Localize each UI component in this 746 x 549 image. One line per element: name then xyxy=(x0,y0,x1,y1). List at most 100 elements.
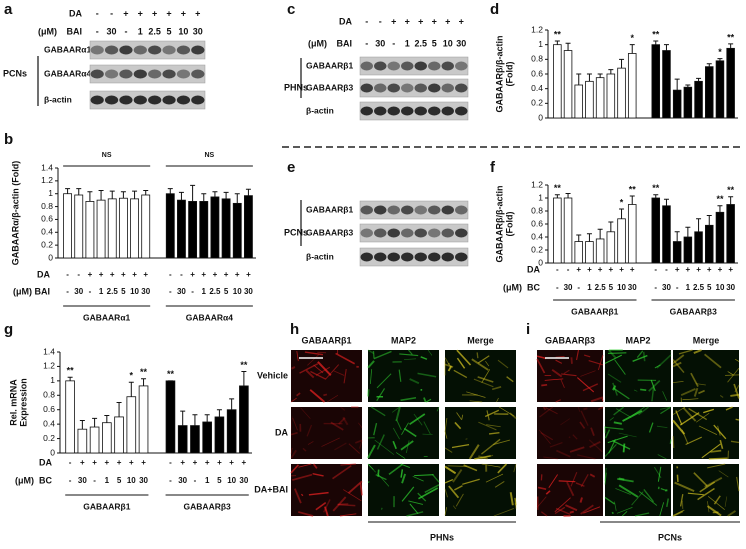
neurite xyxy=(607,435,628,444)
condition-value: + xyxy=(88,270,93,279)
bar xyxy=(165,380,176,454)
blot-band xyxy=(119,95,133,105)
error-bar xyxy=(674,78,680,91)
bar xyxy=(232,202,242,259)
blot-band xyxy=(374,205,387,215)
condition-value: 2.5 xyxy=(148,26,161,36)
blot-band xyxy=(104,95,119,105)
neurite xyxy=(590,427,595,437)
blot-strip xyxy=(89,90,206,110)
neurite xyxy=(693,387,699,397)
neurite xyxy=(660,488,666,491)
error-bar xyxy=(212,191,218,197)
neurite xyxy=(608,352,627,354)
neurite xyxy=(491,386,502,391)
significance: ** xyxy=(554,183,562,193)
neurite xyxy=(417,372,437,378)
bar xyxy=(188,201,198,259)
neurite xyxy=(392,440,397,450)
error-bar xyxy=(565,192,571,198)
bar xyxy=(130,198,139,259)
blot-band xyxy=(414,106,427,116)
neurite xyxy=(666,498,669,508)
neurite xyxy=(372,350,375,359)
neurite xyxy=(660,406,671,410)
condition-value: + xyxy=(445,16,450,26)
y-tick-label: 1.4 xyxy=(41,162,53,172)
y-axis-label: GABAARα/β-actin (Fold) xyxy=(10,161,20,266)
condition-value: - xyxy=(96,26,99,36)
condition-value: + xyxy=(675,265,680,274)
neurite xyxy=(604,472,607,485)
significance: * xyxy=(718,47,722,57)
blot-band xyxy=(401,83,414,93)
y-tick-label: 0.8 xyxy=(43,390,55,400)
bar xyxy=(617,218,626,264)
neurite xyxy=(452,505,457,510)
blot-band xyxy=(162,69,176,79)
neurite xyxy=(713,424,727,440)
micrograph xyxy=(445,350,516,402)
neurite xyxy=(306,424,313,437)
neurite xyxy=(638,490,658,506)
bar xyxy=(627,204,637,264)
neurite xyxy=(310,370,327,380)
neurite xyxy=(613,406,625,416)
y-tick-label: 0.4 xyxy=(43,418,55,428)
neurite xyxy=(302,447,307,452)
neurite xyxy=(476,352,479,359)
condition-value: + xyxy=(141,458,146,467)
neurite xyxy=(359,440,363,449)
condition-value: 2.5 xyxy=(209,287,221,296)
condition-value: 1 xyxy=(686,283,691,292)
error-bar xyxy=(178,191,184,201)
neurite xyxy=(444,363,454,368)
condition-value: + xyxy=(193,458,198,467)
neurite xyxy=(444,479,454,484)
blot-band xyxy=(148,69,162,79)
neurite xyxy=(422,433,433,436)
condition-value: 10 xyxy=(443,38,453,48)
condition-value: - xyxy=(365,16,368,26)
condition-value: + xyxy=(619,265,624,274)
significance: ** xyxy=(727,32,735,42)
neurite xyxy=(367,389,370,397)
error-bar xyxy=(128,381,134,397)
bar xyxy=(214,416,225,454)
neurite xyxy=(292,473,313,481)
neurite xyxy=(444,488,449,498)
blot-band xyxy=(441,228,454,238)
condition-value: - xyxy=(392,38,395,48)
neurite xyxy=(406,511,424,517)
neurite xyxy=(481,369,491,383)
neurite xyxy=(414,474,434,477)
cell-label: PHNs xyxy=(430,532,454,542)
micrograph xyxy=(673,350,739,402)
neurite xyxy=(541,383,548,387)
condition-value: + xyxy=(110,270,115,279)
neurite xyxy=(725,406,733,411)
condition-unit: (μM) xyxy=(13,286,32,296)
condition-value: + xyxy=(117,458,122,467)
neurite xyxy=(682,407,697,422)
neurite xyxy=(506,376,514,383)
bar xyxy=(715,211,725,264)
panel-letter: h xyxy=(290,321,299,338)
condition-value: + xyxy=(213,270,218,279)
bar xyxy=(553,197,562,264)
neurite xyxy=(420,356,428,360)
bar xyxy=(141,194,151,259)
neurite xyxy=(455,493,464,507)
bar xyxy=(226,409,237,454)
condition-value: + xyxy=(166,8,171,18)
bar xyxy=(63,193,72,259)
condition-value: 10 xyxy=(130,287,139,296)
neurite xyxy=(680,388,696,397)
neurite xyxy=(469,400,483,403)
neurite xyxy=(556,449,571,458)
y-tick-label: 1 xyxy=(48,188,53,198)
neurite xyxy=(560,418,571,426)
neurite xyxy=(544,378,564,381)
error-bar xyxy=(653,40,659,45)
neurite xyxy=(400,440,414,451)
